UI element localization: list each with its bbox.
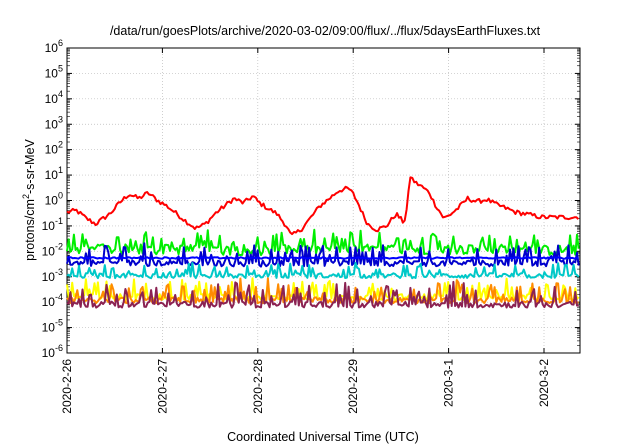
y-tick-label: 10-6: [42, 343, 63, 360]
series-line-4: [66, 261, 580, 280]
series-line-0: [66, 176, 580, 236]
y-axis-label: protons/cm2-s-sr-MeV: [21, 138, 37, 260]
y-axis: 10-6 10-5 10-4 10-3 10-2 10-1 100 101 102 103 104 1…: [42, 38, 580, 360]
x-tick-label: 2020-3-1: [442, 359, 456, 407]
y-tick-label: 10-3: [42, 267, 63, 284]
chart-title: /data/run/goesPlots/archive/2020-03-02/0…: [110, 24, 541, 38]
y-tick-label: 10-5: [42, 318, 63, 335]
x-tick-label: 2020-2-29: [346, 359, 360, 414]
y-tick-label: 10-2: [42, 241, 63, 258]
x-axis-label: Coordinated Universal Time (UTC): [227, 430, 419, 444]
y-tick-label: 101: [45, 165, 63, 182]
plot-area: 10-6 10-5 10-4 10-3 10-2 10-1 100 101 102 103 104 1…: [42, 38, 581, 414]
y-tick-label: 104: [45, 89, 63, 106]
x-tick-label: 2020-2-27: [155, 359, 169, 414]
x-tick-label: 2020-2-26: [60, 359, 74, 414]
y-tick-label: 102: [45, 140, 63, 157]
y-tick-label: 106: [45, 38, 63, 55]
x-axis: 2020-2-26 2020-2-27 2020-2-28 2020-2-29 2020…: [60, 48, 551, 414]
y-tick-label: 10-4: [42, 292, 63, 309]
series-line-3: [66, 256, 579, 260]
series-group: [66, 176, 580, 309]
y-tick-label: 100: [45, 191, 63, 208]
series-line-7: [66, 280, 579, 309]
y-tick-label: 10-1: [42, 216, 63, 233]
series-line-2: [66, 242, 580, 268]
y-tick-label: 103: [45, 114, 63, 131]
y-tick-label: 105: [45, 63, 63, 80]
x-tick-label: 2020-3-2: [537, 359, 551, 407]
x-tick-label: 2020-2-28: [251, 359, 265, 414]
